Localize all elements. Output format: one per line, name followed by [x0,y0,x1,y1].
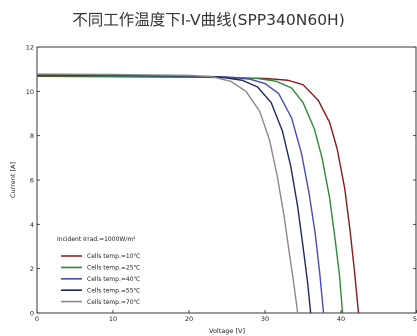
plot-frame [36,46,417,314]
series-line-2 [36,75,344,314]
x-tick-label: 50 [413,315,417,323]
tick-labels: 0 2 4 6 8 10 12 0 10 20 30 40 50 [26,44,417,324]
legend: Incident Irrad.=1000W/m² Cells temp.=10℃ C… [57,236,141,306]
legend-header: Incident Irrad.=1000W/m² [57,236,136,243]
y-tick-label: 8 [30,132,34,140]
x-tick-label: 20 [185,315,193,323]
chart-axes [36,46,417,314]
x-tick-label: 30 [261,315,269,323]
legend-label-2: Cells temp.=25℃ [87,265,141,272]
y-tick-label: 4 [30,221,34,229]
legend-label-1: Cells temp.=10℃ [87,253,141,260]
series-line-4 [36,74,312,314]
series-lines [36,73,360,314]
x-axis-label: Voltage [V] [209,327,245,335]
x-tick-label: 10 [109,315,117,323]
y-tick-label: 12 [26,44,34,52]
legend-label-4: Cells temp.=55℃ [87,287,141,294]
legend-label-5: Cells temp.=70℃ [87,299,141,306]
y-tick-label: 6 [30,177,34,185]
y-tick-label: 2 [30,265,34,273]
y-axis-label: Current [A] [9,162,17,198]
x-tick-label: 0 [35,315,39,323]
y-tick-label: 10 [26,88,34,96]
series-line-1 [36,75,360,314]
legend-label-3: Cells temp.=40℃ [87,276,141,283]
y-tick-label: 0 [30,310,34,318]
page-title: 不同工作温度下I-V曲线(SPP340N60H) [72,11,345,29]
series-line-5 [36,73,299,314]
x-tick-label: 40 [337,315,345,323]
